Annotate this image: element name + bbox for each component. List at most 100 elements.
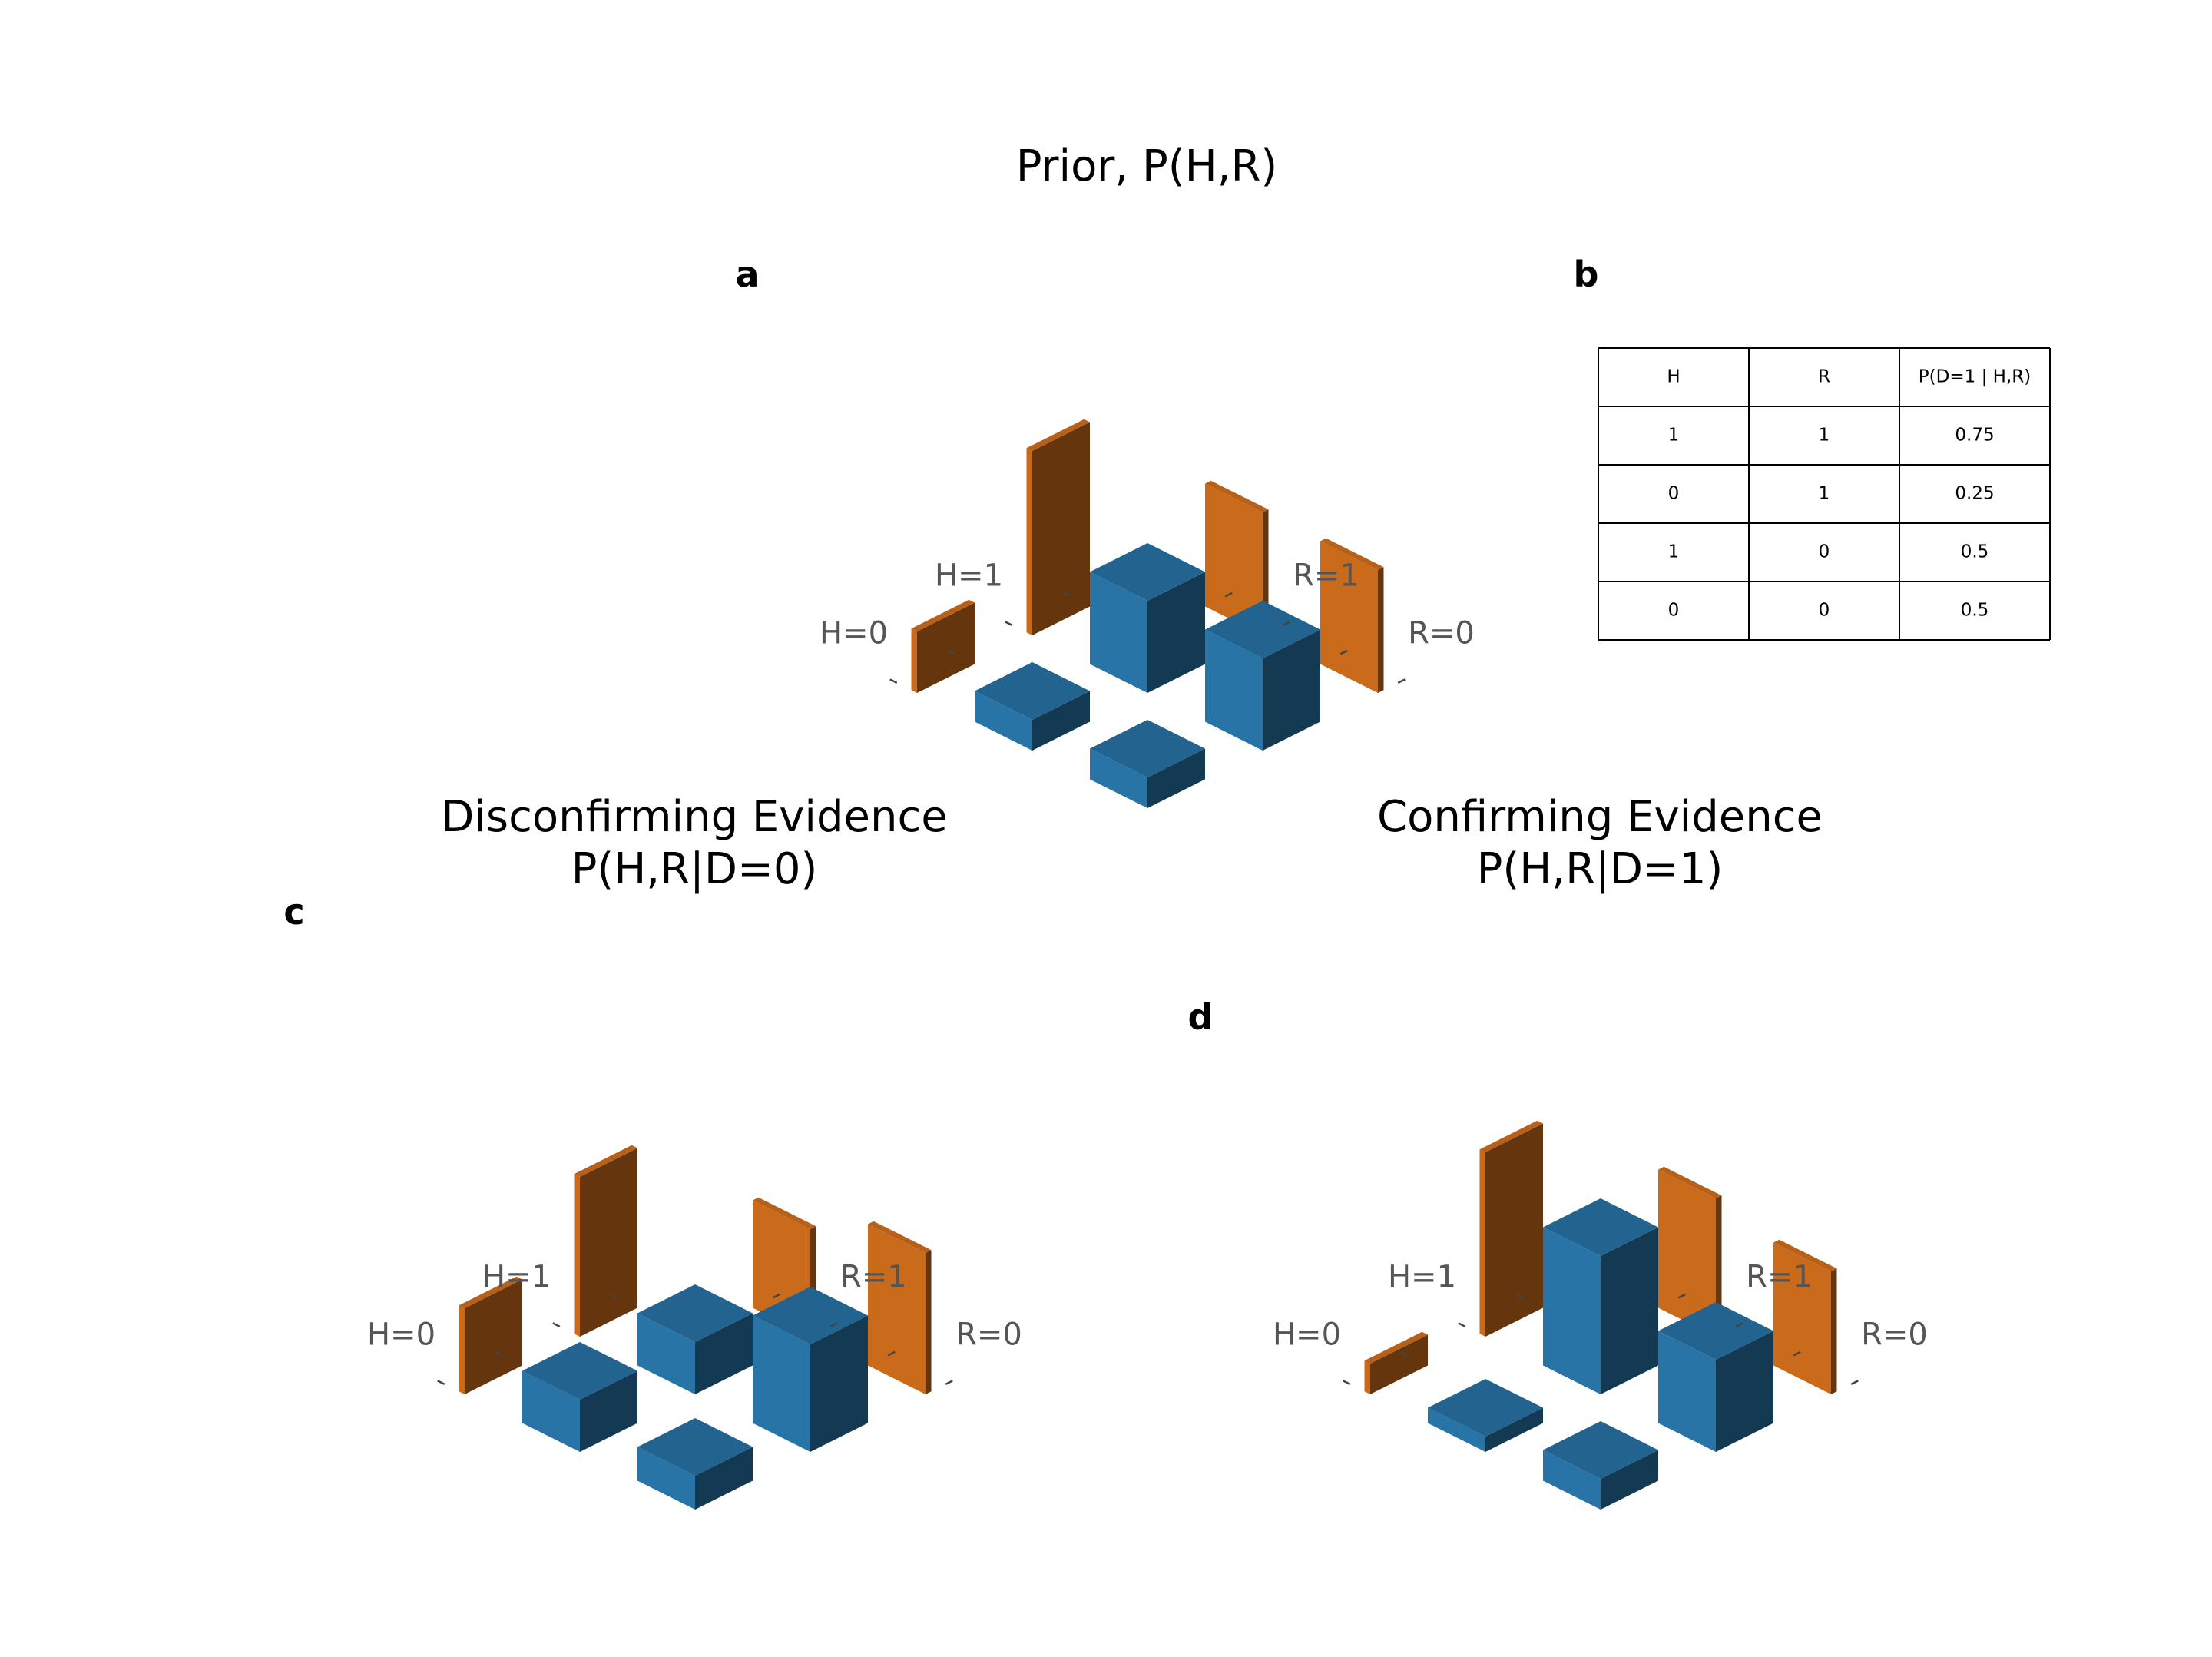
table-cell: 1 (1668, 426, 1680, 446)
marginal-bar-R0-side-face (1831, 1268, 1837, 1394)
tick-R0-1 (1397, 678, 1406, 684)
marginal-bar-R0-top-face (1320, 538, 1384, 570)
marginal-bar-R1-front-face (1205, 483, 1263, 635)
joint-bar-H0-R0 (1090, 720, 1205, 808)
joint-bar-H0-R1-front-face (522, 1370, 580, 1452)
tick-H0-1 (437, 1380, 445, 1385)
tick-H1-1 (1458, 1322, 1466, 1327)
panel-letter-a: a (735, 254, 759, 295)
panel-letter-c: c (283, 891, 304, 933)
joint-bar-H0-R0-top-face (637, 1418, 753, 1476)
tick-H0-1 (889, 678, 898, 684)
joint-bar-H1-R0-top-face (1658, 1302, 1773, 1360)
marginal-bar-H1-side-face (1485, 1123, 1543, 1337)
panel-d-title-line-1: Confirming Evidence (1377, 792, 1823, 842)
joint-bar-H0-R0-side-face (695, 1447, 753, 1510)
joint-bar-H0-R0 (1543, 1421, 1658, 1510)
joint-bar-H0-R0-top-face (1090, 720, 1205, 777)
marginal-bar-R0 (868, 1221, 932, 1394)
marginal-bar-H1-top-face (1026, 419, 1090, 451)
tick-label-R1: R=1 (1746, 1259, 1813, 1294)
marginal-bar-H1-front-face (1026, 448, 1032, 635)
marginal-bar-H1-side-face (580, 1148, 637, 1337)
marginal-bar-H1 (574, 1145, 637, 1337)
marginal-bar-R0-side-face (926, 1250, 932, 1394)
tick-H1-1 (1005, 621, 1013, 626)
tick-R0-0 (1339, 649, 1348, 655)
joint-bar-H1-R1-top-face (1090, 543, 1205, 601)
tick-label-H1: H=1 (482, 1259, 551, 1294)
marginal-bar-R1 (1205, 480, 1269, 635)
joint-bar-H1-R1-top-face (637, 1284, 753, 1342)
tick-H0-0 (1400, 1350, 1409, 1357)
tick-label-H1: H=1 (935, 558, 1003, 593)
table-header-cell: P(D=1 | H,R) (1919, 367, 2031, 387)
joint-bar-H0-R1-side-face (1485, 1407, 1543, 1452)
table-cell: 1 (1668, 542, 1680, 562)
tick-label-R1: R=1 (1293, 558, 1359, 593)
marginal-bar-R1-top-face (1205, 480, 1269, 512)
joint-bar-H1-R1-side-face (1601, 1227, 1658, 1394)
marginal-bar-R1-front-face (1658, 1169, 1716, 1337)
marginal-bar-R1-top-face (753, 1197, 816, 1229)
joint-bar-H0-R1 (522, 1342, 637, 1452)
joint-bar-H0-R1-top-face (975, 662, 1090, 720)
panel-c-title-line-2: P(H,R|D=0) (571, 844, 818, 894)
panel-letter-b: b (1574, 254, 1599, 295)
marginal-bar-H0-top-face (459, 1276, 522, 1308)
table-cell: 0.5 (1961, 601, 1989, 621)
panel-letter-d: d (1188, 996, 1214, 1038)
marginal-bar-H1-front-face (1479, 1149, 1485, 1337)
joint-bar-H1-R1 (1090, 543, 1205, 693)
marginal-bar-H0-top-face (1364, 1331, 1428, 1364)
tick-R0-0 (887, 1350, 896, 1357)
joint-bar-H1-R1-side-face (1147, 572, 1205, 693)
joint-bar-H0-R1-top-face (1428, 1379, 1543, 1437)
tick-H1-0 (1515, 1293, 1524, 1299)
marginal-bar-H0-side-face (917, 602, 975, 693)
tick-label-H0: H=0 (1273, 1317, 1341, 1352)
marginal-bar-H0-front-face (1364, 1360, 1370, 1394)
joint-bar-H0-R0 (637, 1418, 753, 1510)
joint-bar-H0-R0-front-face (1543, 1450, 1601, 1510)
table-cell: 0 (1819, 542, 1830, 562)
marginal-bar-H0 (459, 1276, 522, 1394)
bar-chart-panel-d: H=1 H=0 R=1 R=0 (1273, 1120, 1928, 1510)
marginal-bar-R0-side-face (1378, 567, 1384, 693)
joint-bar-H1-R1-side-face (695, 1313, 753, 1394)
joint-bar-H1-R0-top-face (1205, 601, 1320, 658)
marginal-bar-H0 (911, 599, 975, 693)
marginal-bar-R0-front-face (1320, 541, 1378, 693)
joint-bar-H1-R1-front-face (637, 1313, 695, 1394)
joint-bar-H1-R0 (1205, 601, 1320, 751)
marginal-bar-R1-top-face (1658, 1166, 1722, 1198)
joint-bar-H0-R1 (1428, 1379, 1543, 1452)
joint-bar-H1-R1-front-face (1543, 1227, 1601, 1394)
tick-R1-0 (1677, 1293, 1686, 1299)
figure-title: Prior, P(H,R) (1016, 141, 1278, 191)
tick-label-R0: R=0 (1861, 1317, 1928, 1352)
joint-bar-H0-R0-side-face (1147, 748, 1205, 808)
tick-label-R0: R=0 (955, 1317, 1022, 1352)
joint-bar-H0-R1-side-face (580, 1370, 637, 1452)
tick-R0-1 (1850, 1380, 1859, 1385)
marginal-bar-H0-front-face (459, 1305, 465, 1394)
tick-R0-1 (945, 1380, 953, 1385)
marginal-bar-R0 (1773, 1239, 1837, 1394)
marginal-bar-R1 (1658, 1166, 1722, 1337)
joint-bar-H0-R0-front-face (637, 1447, 695, 1510)
tick-H1-1 (552, 1322, 561, 1327)
marginal-bar-H0-side-face (465, 1279, 522, 1394)
tick-H1-0 (1062, 592, 1071, 598)
table-cell: 0.75 (1955, 426, 1994, 446)
tick-H0-0 (947, 649, 955, 655)
tick-R1-0 (772, 1293, 780, 1299)
joint-bar-H1-R1 (1543, 1198, 1658, 1394)
panel-d-title-line-2: P(H,R|D=1) (1477, 844, 1724, 894)
marginal-bar-H1 (1026, 419, 1090, 635)
tick-R0-0 (1793, 1350, 1801, 1357)
joint-bar-H1-R0 (1658, 1302, 1773, 1452)
joint-bar-H0-R1-side-face (1032, 691, 1090, 751)
tick-R1-1 (1282, 621, 1290, 626)
joint-bar-H0-R0-side-face (1601, 1450, 1658, 1510)
